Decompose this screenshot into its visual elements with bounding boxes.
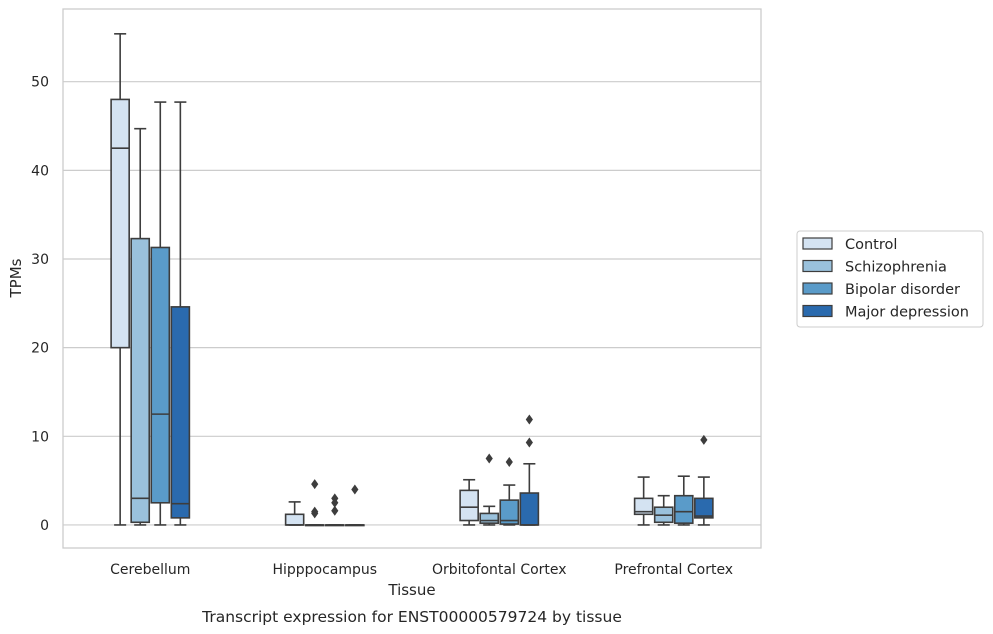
box-body xyxy=(130,237,151,524)
box xyxy=(110,33,130,526)
box xyxy=(499,457,520,526)
plot-frame xyxy=(62,8,762,549)
box-body xyxy=(499,499,520,525)
outlier-point xyxy=(311,508,319,519)
outlier-point xyxy=(351,484,359,495)
box-body xyxy=(694,497,714,519)
box-body xyxy=(673,494,694,524)
box-body xyxy=(150,246,171,504)
y-axis-label: TPMs xyxy=(7,258,25,298)
box xyxy=(479,453,500,526)
box-body xyxy=(519,492,540,526)
box-body xyxy=(170,306,191,519)
outlier-point xyxy=(331,497,339,508)
box xyxy=(459,478,479,526)
box xyxy=(345,484,365,527)
legend-entry-label: Bipolar disorder xyxy=(845,282,960,298)
legend-swatch xyxy=(802,304,833,318)
box-body xyxy=(284,513,305,526)
box xyxy=(130,127,151,526)
box xyxy=(284,501,305,526)
y-tick-label: 30 xyxy=(31,252,49,268)
x-tick-labels: Cerebellum Hipppocampus Orbitofontal Corte… xyxy=(110,562,733,578)
legend-swatch xyxy=(802,282,833,295)
legend-entry-label: Schizophrenia xyxy=(845,260,947,276)
x-tick-label: Orbitofontal Cortex xyxy=(432,562,567,578)
box xyxy=(694,434,714,526)
box xyxy=(324,493,345,527)
box xyxy=(653,494,674,526)
y-tick-label: 50 xyxy=(31,75,49,91)
y-tick-label: 40 xyxy=(31,163,49,179)
x-tick-label: Hipppocampus xyxy=(272,562,377,578)
box-body xyxy=(459,489,479,522)
outlier-point xyxy=(485,453,493,464)
x-tick-label: Cerebellum xyxy=(110,562,190,578)
box-layer xyxy=(110,33,714,527)
outlier-point xyxy=(525,414,533,425)
legend-frame xyxy=(796,230,984,328)
y-tick-labels: 0 10 20 30 40 50 xyxy=(31,75,49,534)
legend-swatch xyxy=(802,237,833,250)
outlier-point xyxy=(311,479,319,490)
legend: Control Schizophrenia Bipolar disorder Majo… xyxy=(796,230,984,328)
box xyxy=(150,101,171,526)
box xyxy=(170,101,191,526)
y-tick-label: 20 xyxy=(31,341,49,357)
y-tick-label: 0 xyxy=(40,518,49,534)
y-tick-label: 10 xyxy=(31,429,49,445)
box xyxy=(304,479,325,527)
box xyxy=(673,475,694,526)
outlier-point xyxy=(700,434,708,445)
chart-caption: Transcript expression for ENST0000057972… xyxy=(201,608,622,626)
legend-swatch xyxy=(802,259,833,273)
box xyxy=(633,476,654,526)
outlier-point xyxy=(505,457,513,468)
outlier-point xyxy=(525,437,533,448)
box-body xyxy=(110,98,130,349)
box-body xyxy=(479,512,500,524)
legend-entry-label: Major depression xyxy=(845,305,969,321)
legend-entry-label: Control xyxy=(845,237,897,253)
outlier-point xyxy=(331,505,339,516)
x-axis-label: Tissue xyxy=(387,581,435,599)
x-tick-label: Prefrontal Cortex xyxy=(614,562,733,578)
box xyxy=(519,414,540,526)
box-body xyxy=(633,497,654,516)
